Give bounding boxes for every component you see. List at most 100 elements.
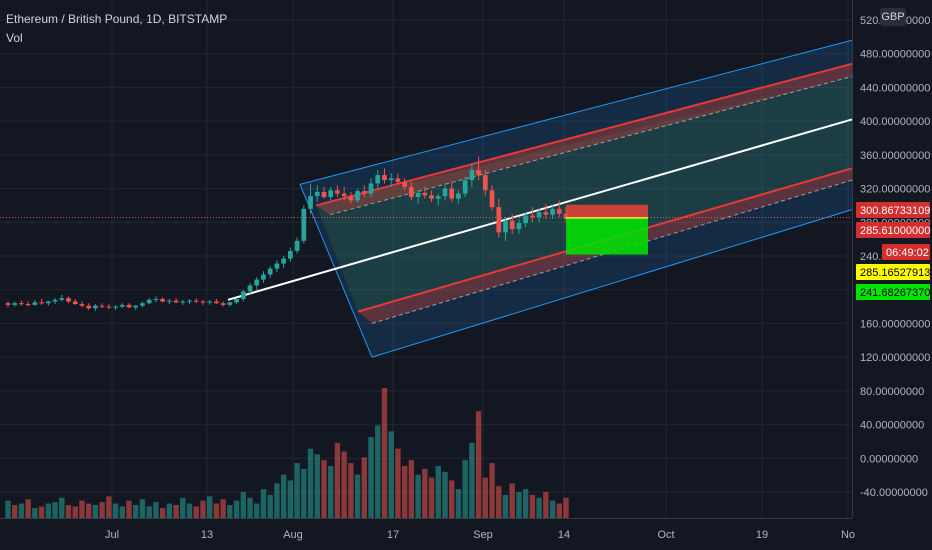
volume-bar [206, 496, 213, 518]
price-badge [882, 244, 930, 260]
price-tick-label: 480.00000000 [860, 49, 930, 61]
candle-body [415, 192, 421, 197]
volume-bar [328, 466, 334, 518]
candle-body [328, 190, 334, 197]
candle-body [52, 299, 58, 302]
candle-body [361, 191, 367, 194]
candle-body [25, 304, 31, 306]
volume-bar [247, 497, 253, 518]
time-tick-label: Oct [657, 529, 674, 541]
candle-body [550, 208, 555, 215]
grid-lines [0, 0, 852, 518]
volume-bar [126, 500, 132, 518]
volume-bar [12, 505, 18, 518]
volume-bar [529, 494, 536, 518]
volume-bar [415, 474, 421, 518]
volume-bar [422, 468, 428, 518]
candle-body [160, 298, 165, 302]
volume-bar [99, 502, 105, 518]
volume-bar [5, 500, 11, 518]
price-tick-label: 320.00000000 [860, 184, 930, 196]
volume-bar [348, 463, 354, 518]
currency-button[interactable]: GBP [880, 8, 906, 26]
fork-base-line [299, 184, 373, 358]
candle-body [422, 192, 428, 196]
candle-body [355, 191, 360, 201]
volume-bar [294, 463, 300, 518]
volume-bar [173, 505, 179, 518]
price-tick-label: 120.00000000 [860, 352, 930, 364]
candle-body [301, 208, 307, 241]
volume-bar [401, 466, 408, 518]
volume-bar [522, 489, 529, 518]
candle-body [45, 301, 51, 304]
volume-indicator-label: Vol [6, 31, 23, 45]
candle-body [113, 306, 118, 308]
volume-bar [354, 474, 361, 518]
volume-bar [240, 492, 246, 518]
volume-bar [435, 466, 441, 518]
volume-bar [32, 507, 38, 518]
volume-bar [254, 503, 260, 518]
price-badge [856, 202, 930, 218]
volume-bar [186, 503, 193, 518]
candle-body [5, 303, 11, 305]
price-badge-label: 285.61000000 [860, 225, 930, 237]
candle-body [72, 301, 78, 305]
volume-bar [65, 505, 72, 518]
candle-body [509, 220, 515, 230]
volume-bar [38, 506, 45, 518]
candle-body [395, 178, 401, 182]
volume-bar [72, 506, 78, 518]
volume-bar [59, 497, 65, 518]
volume-bar [287, 480, 294, 518]
candle-body [388, 178, 394, 181]
candle-body [348, 196, 354, 201]
price-tick-label: 360.00000000 [860, 150, 930, 162]
volume-bar [442, 471, 448, 518]
candle-body [261, 274, 266, 280]
candle-body [341, 193, 347, 197]
volume-bar [159, 507, 166, 518]
volume-bar [92, 505, 99, 518]
volume-bar [462, 460, 468, 518]
candle-body [173, 300, 179, 303]
volume-bar [502, 494, 509, 518]
volume-bar [301, 468, 307, 518]
price-badge [856, 264, 930, 280]
candle-body [200, 301, 206, 303]
volume-bar [375, 425, 381, 518]
candle-body [274, 263, 280, 269]
time-tick-label: Sep [473, 529, 493, 541]
upper-dashed-line [329, 75, 853, 216]
volume-bar [489, 463, 495, 518]
candle-body [375, 175, 381, 184]
volume-bar [341, 451, 347, 518]
volume-bar [455, 489, 462, 518]
candle-body [476, 170, 481, 176]
volume-bar [106, 496, 112, 518]
take-profit-zone [566, 217, 648, 255]
volume-bar [280, 474, 287, 518]
volume-bar [52, 502, 58, 518]
lower-blue-line [371, 209, 853, 358]
candle-body [146, 299, 152, 304]
volume-bar [482, 477, 489, 518]
candle-body [382, 175, 387, 181]
candle-body [281, 258, 286, 264]
symbol-title: Ethereum / British Pound, 1D, BITSTAMP [6, 12, 228, 26]
candle-body [536, 212, 542, 218]
candle-body [93, 305, 98, 309]
candle-body [435, 196, 441, 199]
volume-bar [469, 442, 475, 518]
time-tick-label: No [841, 529, 855, 541]
candle-body [469, 170, 475, 181]
candle-body [308, 196, 313, 209]
stop-loss-zone [566, 204, 648, 218]
candle-body [153, 298, 159, 300]
candle-body [543, 212, 549, 215]
pitchfork-channel [227, 39, 853, 358]
volume-bar [321, 460, 327, 518]
volume-bar [213, 503, 220, 518]
